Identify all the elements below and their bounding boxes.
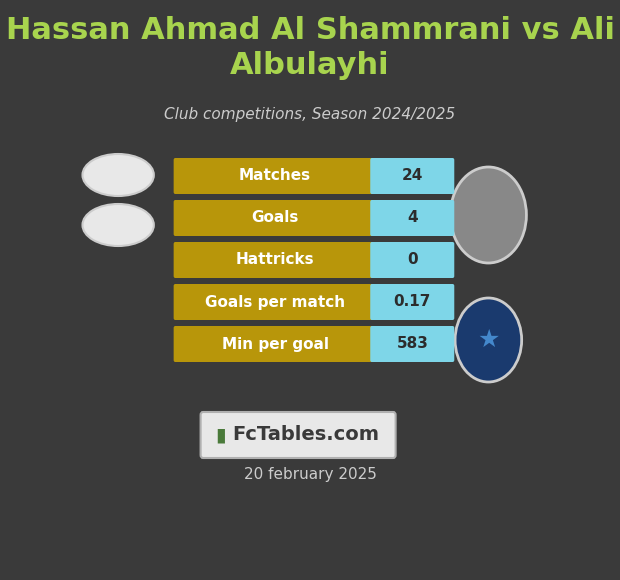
FancyBboxPatch shape [370, 284, 454, 320]
FancyBboxPatch shape [201, 412, 396, 458]
Circle shape [455, 298, 521, 382]
FancyBboxPatch shape [174, 284, 376, 320]
FancyBboxPatch shape [174, 326, 376, 362]
Text: 24: 24 [402, 169, 423, 183]
FancyBboxPatch shape [370, 200, 454, 236]
Text: FcTables.com: FcTables.com [232, 426, 379, 444]
Circle shape [450, 167, 526, 263]
Ellipse shape [82, 154, 154, 196]
Text: Club competitions, Season 2024/2025: Club competitions, Season 2024/2025 [164, 107, 456, 122]
Text: ▮: ▮ [215, 426, 226, 444]
Text: 20 february 2025: 20 february 2025 [244, 467, 376, 483]
Text: Goals: Goals [252, 211, 299, 226]
Text: 4: 4 [407, 211, 418, 226]
Ellipse shape [82, 204, 154, 246]
Text: 0.17: 0.17 [394, 295, 431, 310]
FancyBboxPatch shape [370, 326, 454, 362]
Text: 0: 0 [407, 252, 418, 267]
Text: Hassan Ahmad Al Shammrani vs Ali
Albulayhi: Hassan Ahmad Al Shammrani vs Ali Albulay… [6, 16, 614, 81]
FancyBboxPatch shape [174, 242, 376, 278]
Text: Goals per match: Goals per match [205, 295, 345, 310]
FancyBboxPatch shape [370, 158, 454, 194]
Text: 583: 583 [396, 336, 428, 351]
FancyBboxPatch shape [370, 242, 454, 278]
Text: Hattricks: Hattricks [236, 252, 314, 267]
FancyBboxPatch shape [174, 158, 376, 194]
Text: ★: ★ [477, 328, 500, 352]
Text: Matches: Matches [239, 169, 311, 183]
FancyBboxPatch shape [174, 200, 376, 236]
Text: Min per goal: Min per goal [221, 336, 329, 351]
